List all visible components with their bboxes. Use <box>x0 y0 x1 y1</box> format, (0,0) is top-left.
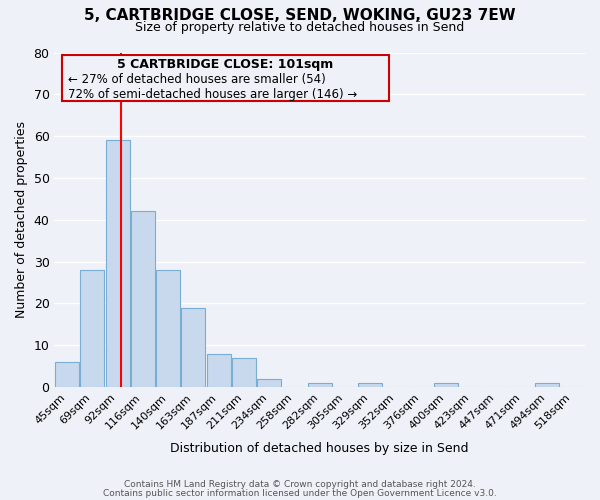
Bar <box>156 270 180 387</box>
Text: 5, CARTBRIDGE CLOSE, SEND, WOKING, GU23 7EW: 5, CARTBRIDGE CLOSE, SEND, WOKING, GU23 … <box>84 8 516 22</box>
Bar <box>106 140 130 387</box>
Bar <box>131 212 155 387</box>
Text: Contains HM Land Registry data © Crown copyright and database right 2024.: Contains HM Land Registry data © Crown c… <box>124 480 476 489</box>
Bar <box>434 383 458 387</box>
Bar <box>181 308 205 387</box>
Bar <box>206 354 230 387</box>
FancyBboxPatch shape <box>62 55 389 101</box>
Bar <box>535 383 559 387</box>
Text: 5 CARTBRIDGE CLOSE: 101sqm: 5 CARTBRIDGE CLOSE: 101sqm <box>118 58 334 70</box>
Text: ← 27% of detached houses are smaller (54): ← 27% of detached houses are smaller (54… <box>68 73 325 86</box>
Y-axis label: Number of detached properties: Number of detached properties <box>15 122 28 318</box>
Bar <box>308 383 332 387</box>
Bar <box>80 270 104 387</box>
Text: Contains public sector information licensed under the Open Government Licence v3: Contains public sector information licen… <box>103 489 497 498</box>
X-axis label: Distribution of detached houses by size in Send: Distribution of detached houses by size … <box>170 442 469 455</box>
Bar <box>232 358 256 387</box>
Text: 72% of semi-detached houses are larger (146) →: 72% of semi-detached houses are larger (… <box>68 88 357 102</box>
Bar <box>358 383 382 387</box>
Bar <box>257 378 281 387</box>
Bar <box>55 362 79 387</box>
Text: Size of property relative to detached houses in Send: Size of property relative to detached ho… <box>136 21 464 34</box>
